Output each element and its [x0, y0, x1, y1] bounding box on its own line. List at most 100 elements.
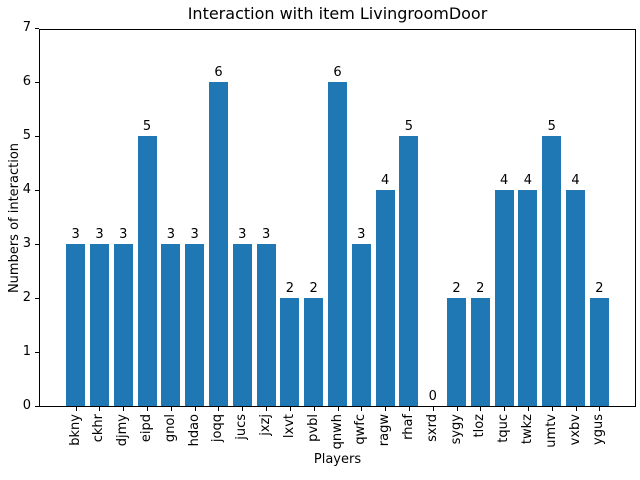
x-tick-label: umtv	[543, 414, 559, 448]
x-tick-label: gnol	[162, 414, 178, 443]
bar	[256, 244, 276, 406]
bar-value-label: 5	[142, 119, 152, 134]
x-tick-mark	[289, 407, 291, 411]
x-tick-label: tquc	[496, 414, 512, 443]
bar	[518, 190, 538, 406]
bar-value-label: 3	[357, 227, 366, 242]
bar-value-label: 3	[95, 227, 104, 242]
bar	[375, 190, 395, 406]
x-tick-label: ragw	[377, 414, 393, 447]
bar-value-label: 6	[214, 65, 223, 80]
bar-value-label: 2	[285, 281, 295, 296]
y-tick-mark	[35, 82, 39, 83]
x-tick-mark	[242, 407, 244, 411]
bar	[185, 244, 205, 406]
bar	[280, 298, 300, 406]
bar	[566, 190, 586, 406]
bar-value-label: 4	[380, 173, 390, 188]
x-tick-label: qnwh	[329, 414, 345, 450]
bar-value-label: 3	[119, 227, 128, 242]
chart-title: Interaction with item LivingroomDoor	[187, 4, 488, 23]
bar-value-label: 3	[238, 227, 247, 242]
x-tick-label: eipd	[139, 414, 155, 443]
x-tick-mark	[408, 407, 410, 411]
x-tick-label: sygy	[448, 414, 464, 445]
x-tick-label: tloz	[472, 414, 488, 438]
bar-value-label: 2	[452, 281, 461, 296]
x-tick-mark	[575, 407, 577, 411]
bar	[304, 298, 324, 406]
x-tick-mark	[99, 407, 101, 411]
bar-value-label: 3	[71, 227, 80, 242]
x-tick-mark	[504, 407, 506, 411]
x-tick-mark	[527, 407, 529, 411]
x-axis-label: Players	[313, 452, 362, 467]
y-tick-label: 7	[22, 20, 31, 35]
x-tick-mark	[266, 407, 268, 411]
bar-value-label: 4	[523, 173, 533, 188]
x-tick-label: bkny	[67, 414, 83, 446]
x-tick-mark	[432, 407, 434, 411]
x-tick-label: qwfc	[353, 414, 369, 445]
bar	[208, 82, 228, 406]
x-tick-label: hdao	[186, 414, 202, 447]
bar-value-label: 6	[333, 65, 342, 80]
x-tick-mark	[123, 407, 125, 411]
bar	[446, 298, 467, 406]
bar	[494, 190, 514, 406]
bar-value-label: 2	[309, 281, 318, 296]
bar-value-label: 2	[476, 281, 485, 296]
y-tick-label: 6	[22, 74, 31, 89]
y-tick-mark	[35, 190, 39, 191]
bar-value-label: 3	[261, 227, 271, 242]
y-tick-mark	[35, 244, 39, 245]
x-tick-label: twkz	[519, 414, 535, 445]
y-tick-mark	[35, 298, 39, 299]
x-tick-label: djmy	[115, 414, 131, 447]
x-tick-mark	[147, 407, 149, 411]
x-tick-label: pvbl	[305, 414, 321, 442]
bar	[66, 244, 86, 406]
bar-value-label: 5	[404, 119, 414, 134]
bar-value-label: 5	[547, 119, 556, 134]
bar-value-label: 3	[190, 227, 199, 242]
x-tick-label: vxbv	[567, 414, 583, 446]
bar	[161, 244, 181, 406]
bar	[232, 244, 252, 406]
x-tick-mark	[313, 407, 315, 411]
x-tick-mark	[599, 407, 601, 411]
x-tick-mark	[456, 407, 458, 411]
y-tick-mark	[35, 352, 39, 353]
y-tick-label: 4	[22, 182, 31, 197]
bar	[470, 298, 490, 406]
bar-value-label: 3	[166, 227, 175, 242]
x-tick-label: sxrd	[424, 414, 440, 442]
bar	[351, 244, 371, 406]
x-tick-mark	[218, 407, 220, 411]
bar	[327, 82, 347, 406]
bar	[89, 244, 109, 406]
x-tick-mark	[361, 407, 363, 411]
x-tick-label: jxzj	[258, 414, 274, 436]
y-tick-label: 3	[22, 236, 31, 251]
bar-value-label: 4	[499, 173, 509, 188]
bar-value-label: 4	[571, 173, 580, 188]
x-tick-label: jucs	[234, 414, 250, 440]
x-tick-label: joqq	[210, 414, 226, 443]
y-tick-label: 0	[22, 398, 31, 413]
x-tick-label: rhaf	[400, 414, 416, 440]
y-tick-label: 2	[22, 290, 31, 305]
x-tick-label: ckhr	[91, 414, 107, 443]
y-tick-mark	[35, 28, 39, 29]
bar	[113, 244, 133, 406]
x-tick-mark	[75, 407, 77, 411]
bar	[399, 136, 419, 406]
bar	[542, 136, 562, 406]
y-tick-mark	[35, 406, 39, 407]
bar-value-label: 2	[595, 281, 604, 296]
y-tick-label: 5	[22, 128, 31, 143]
x-tick-mark	[480, 407, 482, 411]
x-tick-mark	[337, 407, 339, 411]
y-axis-label: Numbers of interaction	[7, 142, 22, 294]
